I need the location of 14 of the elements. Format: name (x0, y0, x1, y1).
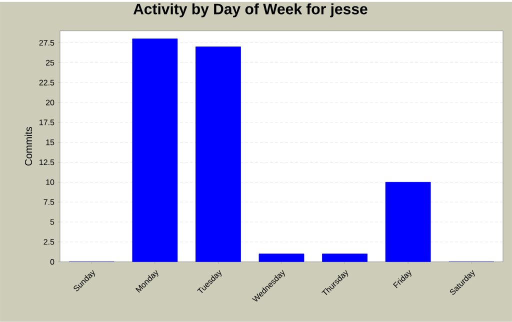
y-axis-title: Commits (24, 127, 32, 166)
y-tick-label: 0 (50, 259, 54, 265)
y-tick-label: 20 (46, 100, 54, 106)
y-tick-label: 5 (50, 219, 54, 225)
y-tick-label: 22.5 (39, 80, 54, 86)
y-tick-label: 12.5 (40, 160, 54, 166)
y-tick-label: 17.5 (40, 120, 54, 126)
y-tick-label: 10 (46, 179, 54, 186)
y-tick-label: 7.5 (44, 199, 54, 205)
y-tick-label: 2.5 (44, 239, 54, 245)
y-tick-label: 15 (46, 140, 54, 146)
y-tick-label: 27.5 (39, 40, 54, 46)
chart-title: Activity by Day of Week for jesse (133, 3, 368, 18)
y-tick-label: 25 (46, 60, 54, 66)
